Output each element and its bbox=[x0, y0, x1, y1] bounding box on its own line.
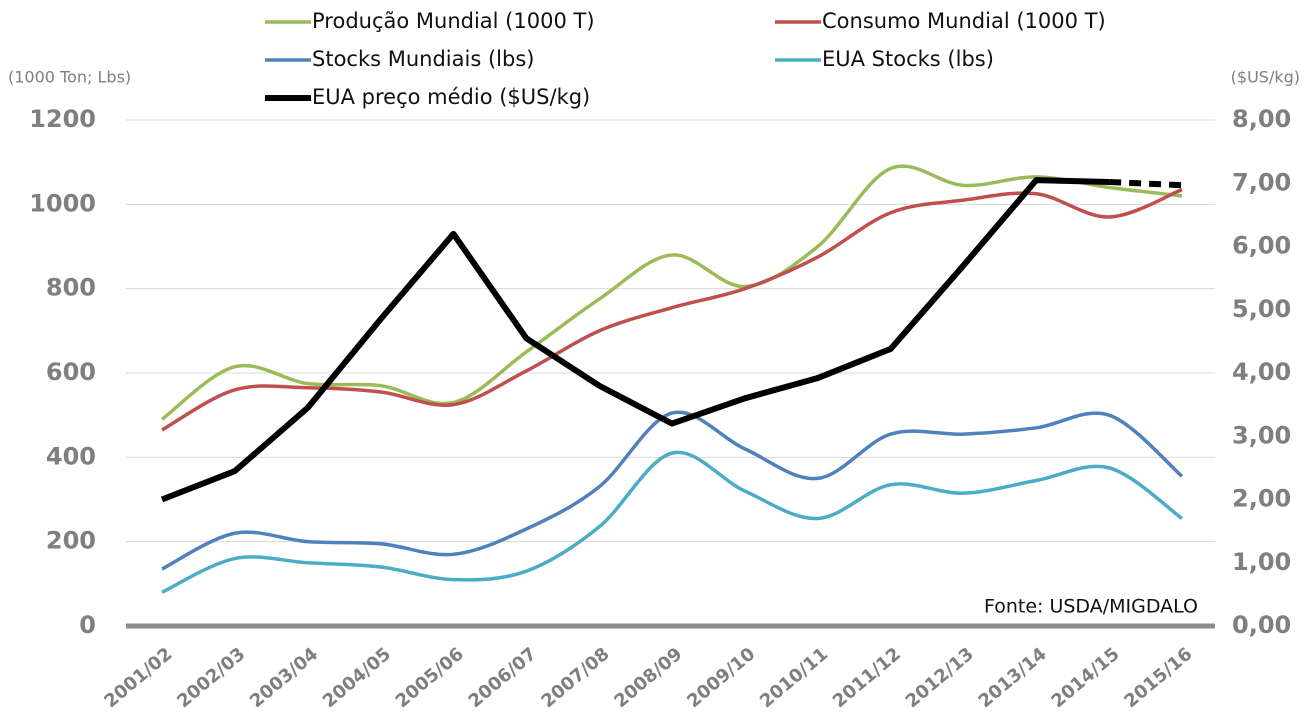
x-tick-label: 2011/12 bbox=[829, 644, 905, 713]
x-tick-label: 2014/15 bbox=[1047, 644, 1123, 713]
x-tick-label: 2004/05 bbox=[319, 644, 395, 713]
y-tick-label: 400 bbox=[46, 442, 96, 470]
y2-tick-label: 1,00 bbox=[1232, 548, 1291, 576]
x-tick-label: 2008/09 bbox=[610, 644, 686, 713]
series-line bbox=[1109, 178, 1183, 189]
y2-tick-label: 5,00 bbox=[1232, 295, 1291, 323]
y2-tick-label: 6,00 bbox=[1232, 232, 1291, 260]
series-line bbox=[161, 410, 1184, 571]
legend-label: Produção Mundial (1000 T) bbox=[312, 9, 595, 33]
legend-label: Stocks Mundiais (lbs) bbox=[312, 47, 534, 71]
x-tick-label: 2003/04 bbox=[246, 644, 322, 713]
y-tick-label: 200 bbox=[46, 527, 96, 555]
y2-tick-label: 2,00 bbox=[1232, 485, 1291, 513]
x-tick-label: 2012/13 bbox=[902, 644, 978, 713]
x-tick-label: 2005/06 bbox=[392, 644, 468, 713]
annotation: Fonte: USDA/MIGDALO bbox=[984, 596, 1198, 618]
legend-label: EUA Stocks (lbs) bbox=[822, 47, 994, 71]
series-line bbox=[161, 450, 1184, 594]
x-tick-label: 2001/02 bbox=[100, 644, 176, 713]
x-tick-label: 2010/11 bbox=[756, 644, 832, 713]
y2-tick-label: 3,00 bbox=[1232, 421, 1291, 449]
y-tick-label: 1200 bbox=[29, 105, 96, 133]
y2-tick-label: 4,00 bbox=[1232, 358, 1291, 386]
y2-tick-label: 0,00 bbox=[1232, 611, 1291, 639]
x-tick-label: 2006/07 bbox=[465, 644, 541, 713]
y2-axis-label: ($US/kg) bbox=[1231, 68, 1300, 87]
y-tick-label: 0 bbox=[79, 611, 96, 639]
y-tick-label: 800 bbox=[46, 274, 96, 302]
x-tick-label: 2007/08 bbox=[537, 644, 613, 713]
y-tick-label: 600 bbox=[46, 358, 96, 386]
x-tick-label: 2009/10 bbox=[683, 644, 759, 713]
x-tick-label: 2002/03 bbox=[173, 644, 249, 713]
legend-label: Consumo Mundial (1000 T) bbox=[822, 9, 1106, 33]
legend-label: EUA preço médio ($US/kg) bbox=[312, 85, 590, 109]
x-tick-label: 2013/14 bbox=[975, 644, 1051, 713]
x-tick-label: 2015/16 bbox=[1120, 644, 1196, 713]
series-line bbox=[161, 187, 1183, 432]
y2-tick-label: 7,00 bbox=[1232, 168, 1291, 196]
series-line bbox=[160, 164, 1183, 421]
y2-tick-label: 8,00 bbox=[1232, 105, 1291, 133]
y-axis-label: (1000 Ton; Lbs) bbox=[8, 68, 131, 87]
series-line bbox=[160, 177, 1110, 503]
y-tick-label: 1000 bbox=[29, 189, 96, 217]
